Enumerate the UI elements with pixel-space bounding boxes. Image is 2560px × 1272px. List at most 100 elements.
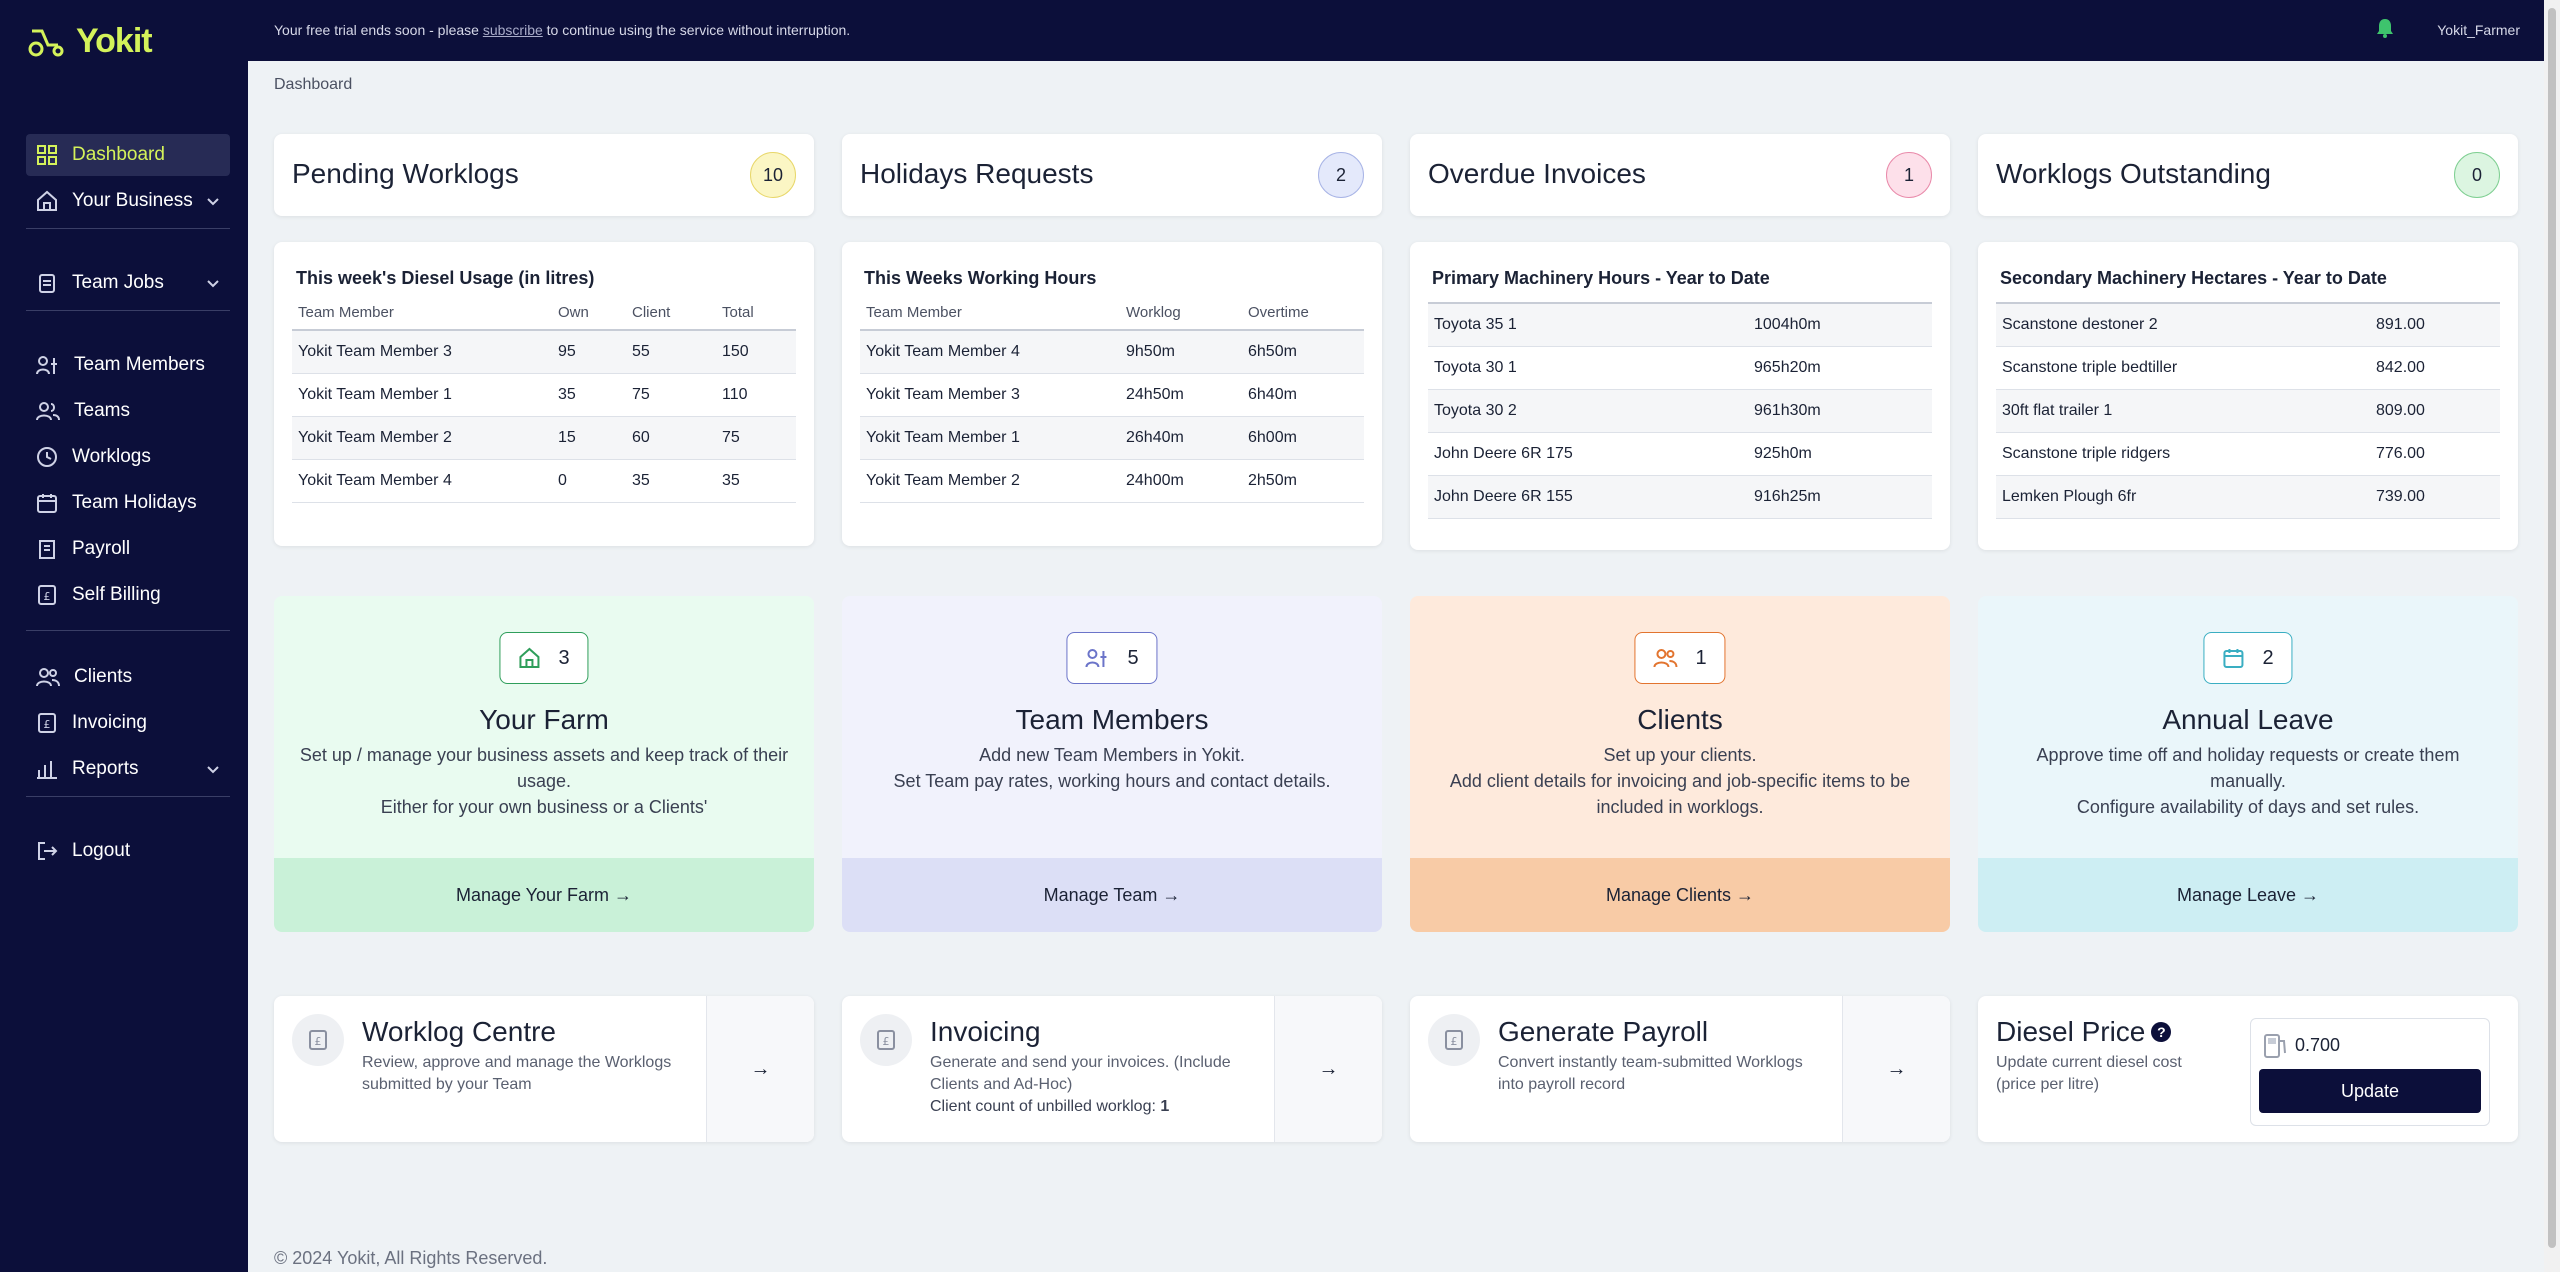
- fuel-pump-icon: [2263, 1031, 2289, 1064]
- table-cell: John Deere 6R 175: [1428, 432, 1748, 476]
- invoicing-card[interactable]: £ Invoicing Generate and send your invoice…: [842, 996, 1382, 1142]
- sidebar-divider: [26, 228, 230, 229]
- worklog-centre-arrow-button[interactable]: →: [706, 996, 814, 1142]
- scrollbar-thumb[interactable]: [2548, 8, 2556, 1248]
- action-description: Review, approve and manage the Worklogs …: [362, 1052, 682, 1096]
- pound-doc-icon: £: [1428, 1014, 1480, 1066]
- primary-machinery-table: Toyota 35 1 1004h0m Toyota 30 1 965h20m Toyo…: [1428, 302, 1932, 519]
- svg-text:£: £: [883, 1035, 890, 1048]
- sidebar-item-dashboard[interactable]: Dashboard: [26, 134, 230, 176]
- secondary-machinery-card: Secondary Machinery Hectares - Year to D…: [1978, 242, 2518, 550]
- table-cell: 30ft flat trailer 1: [1996, 389, 2370, 433]
- sidebar-item-clients[interactable]: Clients: [26, 656, 230, 698]
- manage-annual-leave-button[interactable]: Manage Leave →: [1978, 858, 2518, 932]
- notification-bell-icon[interactable]: [2376, 18, 2394, 41]
- sidebar-item-self-billing[interactable]: £ Self Billing: [26, 574, 230, 616]
- sidebar-item-label: Dashboard: [72, 144, 165, 165]
- sidebar-item-label: Team Members: [74, 354, 205, 375]
- annual-leave-feature-card: 2 Annual Leave Approve time off and holida…: [1978, 596, 2518, 932]
- action-title: Worklog Centre: [362, 1016, 557, 1047]
- manage-your-farm-button[interactable]: Manage Your Farm →: [274, 858, 814, 932]
- sidebar-item-worklogs[interactable]: Worklogs: [26, 436, 230, 478]
- breadcrumb[interactable]: Dashboard: [274, 76, 353, 93]
- table-cell: 24h50m: [1120, 373, 1242, 417]
- table-cell: 35: [552, 373, 626, 417]
- table-row: Scanstone destoner 2 891.00: [1996, 303, 2500, 347]
- feature-description-line: Approve time off and holiday requests or…: [2036, 745, 2460, 791]
- table-cell: 55: [626, 330, 716, 374]
- manage-clients-button[interactable]: Manage Clients →: [1410, 858, 1950, 932]
- unbilled-count: Client count of unbilled worklog: 1: [930, 1096, 1250, 1118]
- holidays-requests-card[interactable]: Holidays Requests 2: [842, 134, 1382, 216]
- trial-text-suffix: to continue using the service without in…: [542, 22, 851, 38]
- table-cell: 35: [716, 459, 796, 503]
- chevron-down-icon[interactable]: [206, 192, 220, 214]
- stat-title: Worklogs Outstanding: [1996, 158, 2271, 189]
- column-header: Worklog: [1120, 296, 1242, 331]
- diesel-price-description: Update current diesel cost (price per li…: [1996, 1054, 2182, 1093]
- table-cell: Scanstone triple ridgers: [1996, 432, 2370, 476]
- working-hours-title: This Weeks Working Hours: [864, 268, 1097, 288]
- home-icon: [36, 190, 58, 212]
- sidebar-item-invoicing[interactable]: £ Invoicing: [26, 702, 230, 744]
- secondary-machinery-table: Scanstone destoner 2 891.00 Scanstone trip…: [1996, 302, 2500, 519]
- svg-text:£: £: [1451, 1035, 1458, 1048]
- sidebar-item-logout[interactable]: Logout: [26, 830, 230, 872]
- update-button[interactable]: Update: [2259, 1069, 2481, 1113]
- sidebar-item-label: Worklogs: [72, 446, 151, 467]
- teams-icon: [36, 400, 60, 422]
- table-cell: 776.00: [2370, 432, 2500, 476]
- logo[interactable]: Yokit: [28, 22, 153, 61]
- worklog-centre-card[interactable]: £ Worklog Centre Review, approve and manag…: [274, 996, 814, 1142]
- sidebar-item-label: Invoicing: [72, 712, 147, 733]
- feature-title: Clients: [1637, 704, 1723, 735]
- sidebar-item-label: Payroll: [72, 538, 131, 559]
- username[interactable]: Yokit_Farmer: [2437, 22, 2520, 38]
- count-badge: 1: [1886, 152, 1932, 198]
- chevron-down-icon[interactable]: [206, 274, 220, 296]
- table-cell: 6h50m: [1242, 330, 1364, 374]
- table-row: Lemken Plough 6fr 739.00: [1996, 475, 2500, 519]
- sidebar-item-your-business[interactable]: Your Business: [26, 180, 230, 222]
- generate-payroll-card[interactable]: £ Generate Payroll Convert instantly team-…: [1410, 996, 1950, 1142]
- overdue-invoices-card[interactable]: Overdue Invoices 1: [1410, 134, 1950, 216]
- count-pill: 5: [1066, 632, 1158, 684]
- action-description-text: Convert instantly team-submitted Worklog…: [1498, 1054, 1803, 1093]
- feature-description: Set up your clients. Add client details f…: [1430, 742, 1930, 820]
- invoicing-arrow-button[interactable]: →: [1274, 996, 1382, 1142]
- sidebar-item-teams[interactable]: Teams: [26, 390, 230, 432]
- diesel-price-card: Diesel Price ? Update current diesel cos…: [1978, 996, 2518, 1142]
- your-farm-feature-card: 3 Your Farm Set up / manage your business …: [274, 596, 814, 932]
- generate-payroll-arrow-button[interactable]: →: [1842, 996, 1950, 1142]
- feature-description-line: Add new Team Members in Yokit.: [979, 745, 1245, 765]
- sidebar-item-team-holidays[interactable]: Team Holidays: [26, 482, 230, 524]
- manage-team-members-button[interactable]: Manage Team →: [842, 858, 1382, 932]
- scrollbar[interactable]: [2544, 0, 2560, 1272]
- app-name: Yokit: [76, 22, 153, 60]
- table-row: Yokit Team Member 4 9h50m 6h50m: [860, 330, 1364, 374]
- table-row: Yokit Team Member 2 15 60 75: [292, 416, 796, 460]
- sidebar-item-team-members[interactable]: Team Members: [26, 344, 230, 386]
- sidebar-item-label: Your Business: [72, 190, 193, 211]
- column-header: Team Member: [292, 296, 552, 331]
- chevron-down-icon[interactable]: [206, 760, 220, 782]
- table-header-row: Team Member Worklog Overtime: [860, 296, 1364, 331]
- table-cell: John Deere 6R 155: [1428, 475, 1748, 519]
- diesel-price-input[interactable]: [2295, 1029, 2475, 1061]
- table-cell: 6h40m: [1242, 373, 1364, 417]
- table-cell: Toyota 30 1: [1428, 346, 1748, 390]
- sidebar-item-team-jobs[interactable]: Team Jobs: [26, 262, 230, 304]
- table-row: Scanstone triple ridgers 776.00: [1996, 432, 2500, 476]
- help-icon[interactable]: ?: [2151, 1022, 2172, 1042]
- table-cell: 965h20m: [1748, 346, 1932, 390]
- subscribe-link[interactable]: subscribe: [482, 22, 543, 38]
- table-cell: Yokit Team Member 2: [860, 459, 1120, 503]
- pending-worklogs-card[interactable]: Pending Worklogs 10: [274, 134, 814, 216]
- sidebar-item-label: Reports: [72, 758, 139, 779]
- calendar-icon: [36, 492, 58, 514]
- sidebar-item-payroll[interactable]: Payroll: [26, 528, 230, 570]
- table-cell: Toyota 30 2: [1428, 389, 1748, 433]
- column-header: Team Member: [860, 296, 1120, 331]
- sidebar-item-reports[interactable]: Reports: [26, 748, 230, 790]
- worklogs-outstanding-card[interactable]: Worklogs Outstanding 0: [1978, 134, 2518, 216]
